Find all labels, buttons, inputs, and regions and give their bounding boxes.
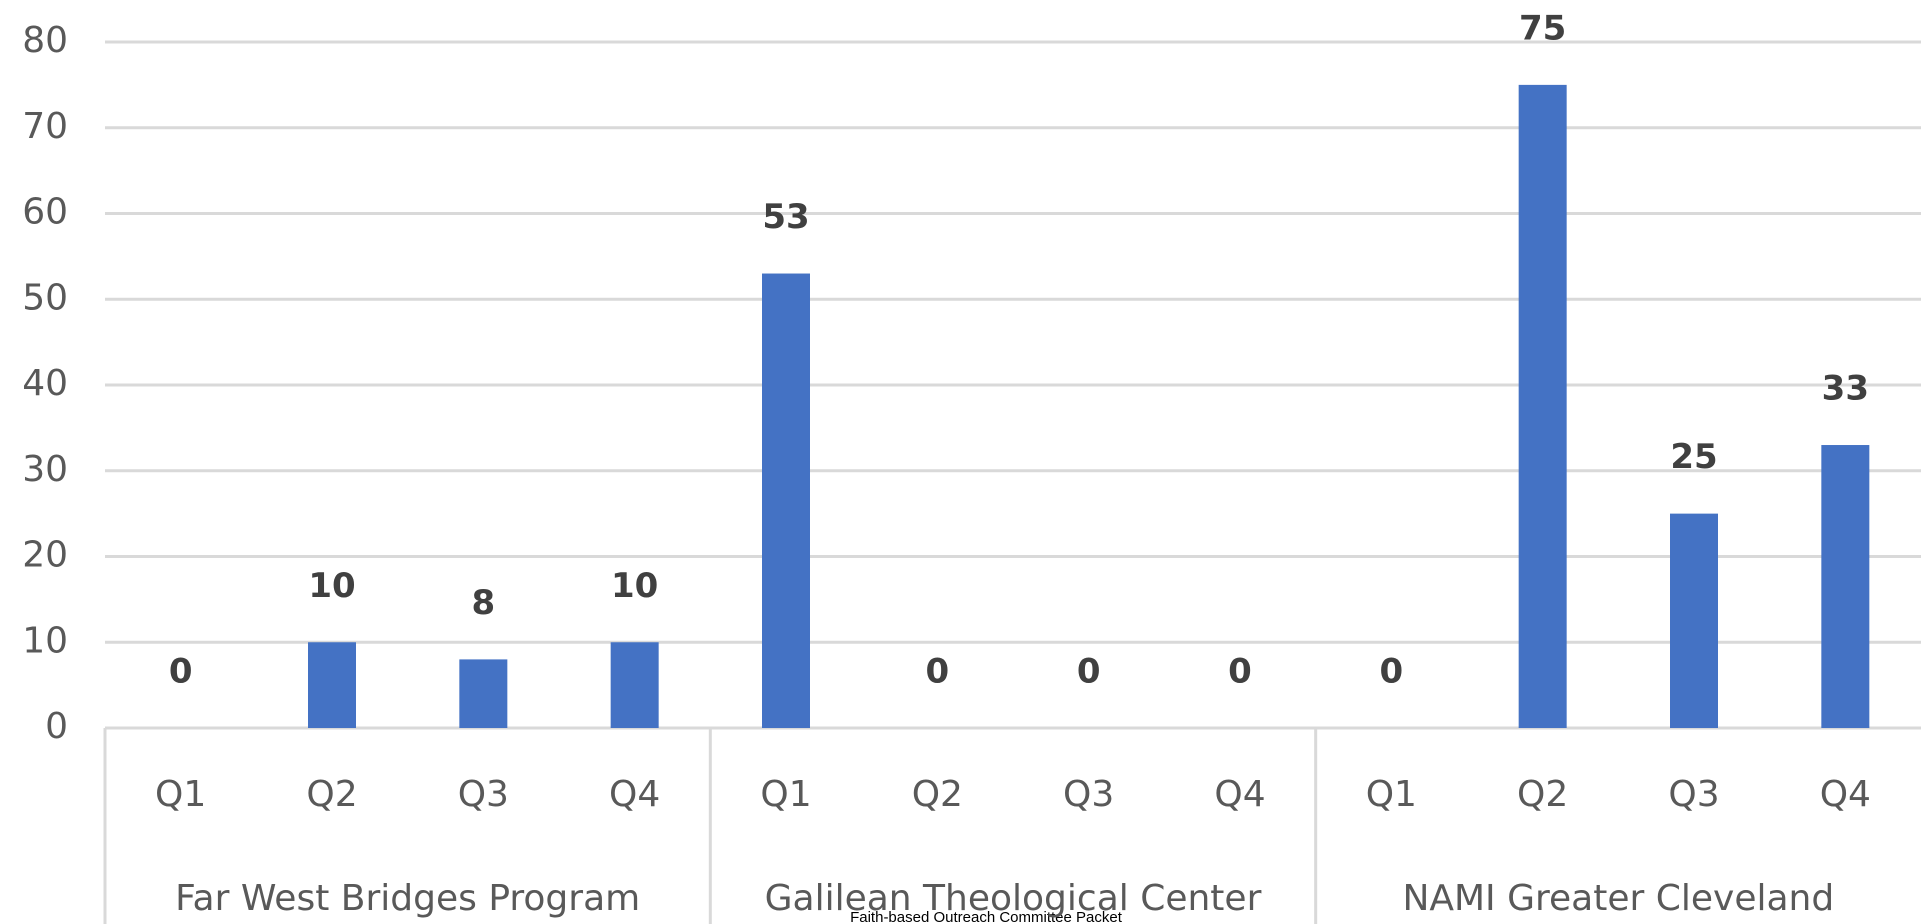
x-tick-label: Q4	[1214, 774, 1265, 815]
value-label: 75	[1519, 8, 1566, 48]
value-label: 0	[1077, 652, 1101, 692]
value-label: 0	[169, 652, 193, 692]
value-label: 0	[1228, 652, 1252, 692]
group-label: NAMI Greater Cleveland	[1402, 878, 1834, 919]
value-label: 53	[762, 197, 809, 237]
value-label: 10	[611, 566, 658, 606]
bar	[1670, 513, 1718, 728]
value-label: 10	[308, 566, 355, 606]
x-tick-label: Q1	[155, 774, 206, 815]
x-tick-label: Q4	[1820, 774, 1871, 815]
x-tick-label: Q2	[306, 774, 357, 815]
y-tick-label: 10	[22, 620, 68, 661]
group-label: Galilean Theological Center	[765, 878, 1262, 919]
bar	[459, 659, 508, 728]
bar	[308, 642, 356, 728]
value-label: 0	[925, 652, 949, 692]
y-tick-label: 70	[22, 106, 68, 147]
value-label: 33	[1822, 369, 1869, 409]
group-label: Far West Bridges Program	[175, 878, 640, 919]
bar	[1821, 445, 1870, 728]
x-tick-label: Q1	[760, 774, 811, 815]
bar	[610, 642, 659, 728]
x-tick-label: Q1	[1366, 774, 1417, 815]
value-label: 25	[1670, 437, 1717, 477]
value-label: 0	[1379, 652, 1403, 692]
x-tick-label: Q3	[1668, 774, 1719, 815]
value-label: 8	[471, 583, 495, 623]
bar	[1518, 84, 1567, 728]
y-tick-label: 60	[22, 192, 68, 233]
y-tick-label: 40	[22, 363, 68, 404]
y-tick-label: 30	[22, 449, 68, 490]
y-tick-label: 50	[22, 277, 68, 318]
x-tick-label: Q2	[912, 774, 963, 815]
y-tick-label: 20	[22, 535, 68, 576]
footer: Faith-based Outreach Committee Packet	[850, 909, 1123, 924]
y-tick-label: 80	[22, 20, 68, 61]
x-tick-label: Q2	[1517, 774, 1568, 815]
x-tick-label: Q3	[458, 774, 509, 815]
x-tick-label: Q4	[609, 774, 660, 815]
bar	[762, 273, 810, 728]
x-tick-label: Q3	[1063, 774, 1114, 815]
y-tick-label: 0	[45, 706, 68, 747]
